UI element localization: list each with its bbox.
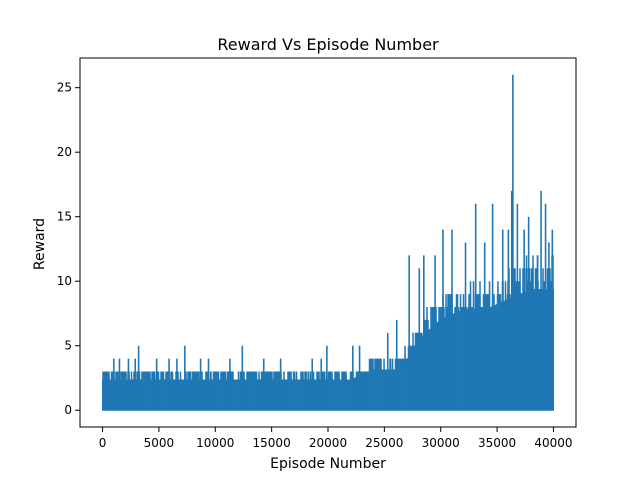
y-tick-label: 15 xyxy=(57,210,72,224)
y-tick-label: 5 xyxy=(64,339,72,353)
data-layer xyxy=(102,74,554,411)
chart-title: Reward Vs Episode Number xyxy=(217,35,439,54)
x-tick-label: 15000 xyxy=(253,436,291,450)
x-tick-label: 10000 xyxy=(196,436,234,450)
y-tick-label: 25 xyxy=(57,81,72,95)
x-tick-label: 5000 xyxy=(144,436,175,450)
x-tick-label: 20000 xyxy=(309,436,347,450)
y-tick-label: 10 xyxy=(57,274,72,288)
axes-layer: 0 5000 10000 15000 20000 25000 30000 35000 40000… xyxy=(57,57,577,450)
y-axis-label: Reward xyxy=(32,218,48,270)
y-tick-label: 20 xyxy=(57,145,72,159)
x-tick-label: 0 xyxy=(99,436,107,450)
x-tick-label: 30000 xyxy=(422,436,460,450)
x-axis-label: Episode Number xyxy=(270,456,386,472)
x-tick-label: 40000 xyxy=(534,436,572,450)
y-tick-label: 0 xyxy=(64,403,72,417)
x-tick-label: 25000 xyxy=(365,436,403,450)
x-tick-label: 35000 xyxy=(478,436,516,450)
